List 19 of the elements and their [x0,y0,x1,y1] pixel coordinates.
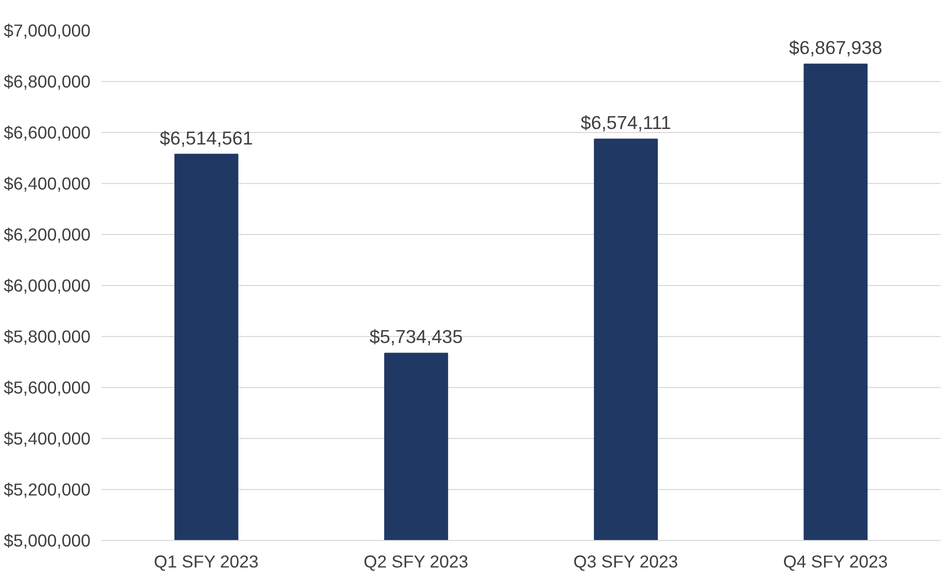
y-tick-label: $6,600,000 [4,122,91,142]
y-tick-label: $5,200,000 [4,480,91,500]
x-tick-label: Q3 SFY 2023 [573,552,678,572]
y-tick-label: $6,000,000 [4,276,91,296]
y-tick-label: $5,800,000 [4,326,91,346]
x-tick-label: Q2 SFY 2023 [364,552,468,572]
data-label: $6,514,561 [160,127,254,148]
y-tick-label: $6,400,000 [4,174,91,194]
y-tick-label: $5,400,000 [4,428,91,448]
x-tick-label: Q4 SFY 2023 [783,552,888,572]
data-label: $6,867,938 [788,37,882,58]
data-label: $5,734,435 [369,326,463,348]
x-tick-label: Q1 SFY 2023 [154,552,259,572]
y-tick-label: $6,200,000 [4,224,91,244]
data-label: $6,574,111 [580,112,672,134]
y-tick-label: $6,800,000 [4,72,91,92]
y-tick-label: $5,000,000 [4,530,91,550]
y-tick-label: $7,000,000 [4,20,91,40]
y-tick-label: $5,600,000 [4,378,91,398]
